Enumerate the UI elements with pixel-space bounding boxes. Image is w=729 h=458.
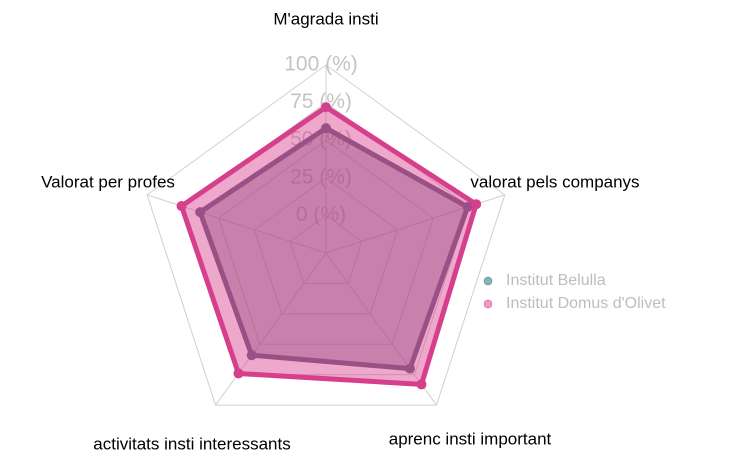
series-area [179, 104, 479, 387]
data-point [321, 102, 331, 113]
data-point [233, 368, 244, 379]
data-point [471, 199, 482, 210]
data-point [404, 363, 415, 374]
y-tick-label: 0 (%) [296, 203, 346, 226]
axis-label: Valorat per profes [41, 172, 175, 191]
data-point [246, 350, 257, 361]
data-point [321, 123, 331, 134]
axis-label: valorat pels companys [470, 172, 639, 191]
y-tick-label: 75 (%) [290, 90, 352, 113]
axis-label: aprenc insti important [389, 429, 552, 448]
legend-label: Institut Belulla [506, 272, 606, 289]
legend-marker [483, 276, 493, 286]
data-point [462, 201, 473, 212]
y-tick-label: 100 (%) [284, 53, 358, 76]
data-point [176, 201, 187, 212]
data-point [416, 379, 427, 390]
grid-line [253, 177, 399, 315]
spoke [325, 252, 437, 406]
series-area [197, 125, 471, 372]
grid-line [218, 139, 434, 345]
legend-marker [483, 299, 493, 309]
axis-label: M'agrada insti [273, 9, 378, 28]
grid-line [146, 64, 506, 406]
axis-label: activitats insti interessants [93, 434, 290, 453]
spoke [215, 252, 327, 406]
data-point [195, 207, 206, 218]
legend-label: Institut Domus d'Olivet [506, 295, 666, 312]
grid-line [289, 214, 363, 284]
y-tick-label: 25 (%) [290, 165, 352, 188]
